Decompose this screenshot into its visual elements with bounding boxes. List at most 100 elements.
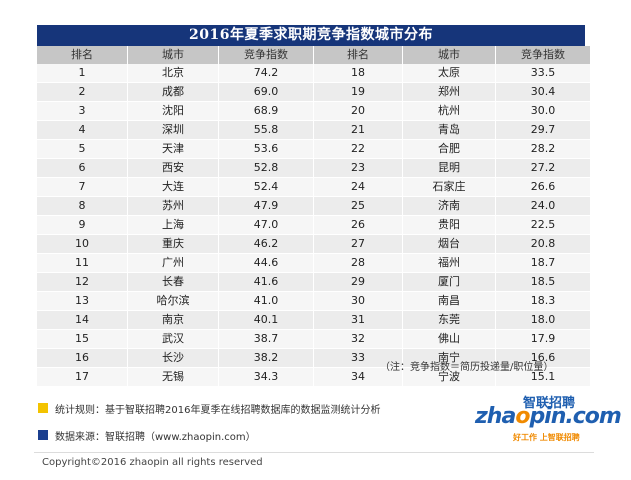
index-cell: 20.8 <box>495 234 590 254</box>
rank-cell: 24 <box>313 177 403 197</box>
city-cell: 大连 <box>127 177 219 197</box>
city-cell: 沈阳 <box>127 101 219 121</box>
city-cell: 无锡 <box>127 367 219 387</box>
blue-square-icon <box>38 430 48 440</box>
source-text: 数据来源：智联招聘（www.zhaopin.com） <box>55 431 256 443</box>
city-cell: 重庆 <box>127 234 219 254</box>
rank-cell: 18 <box>313 64 403 83</box>
table-row: 7 大连 52.4 24 石家庄 26.6 <box>37 177 590 197</box>
table-header-row: 排名 城市 竞争指数 排名 城市 竞争指数 <box>37 46 590 64</box>
table-row: 13 哈尔滨 41.0 30 南昌 18.3 <box>37 291 590 311</box>
table-body: 1 北京 74.2 18 太原 33.5 2 成都 69.0 19 郑州 30.4 3 沈阳 68.9 20 杭… <box>37 64 590 387</box>
rank-cell: 2 <box>37 82 128 102</box>
rank-cell: 21 <box>313 120 403 140</box>
city-cell: 郑州 <box>402 82 496 102</box>
city-cell: 青岛 <box>402 120 496 140</box>
table-title: 2016年夏季求职期竞争指数城市分布 <box>37 25 585 46</box>
index-cell: 47.9 <box>218 196 314 216</box>
index-cell: 15.1 <box>495 367 590 387</box>
table-row: 6 西安 52.8 23 昆明 27.2 <box>37 158 590 178</box>
header-rank-right: 排名 <box>313 46 403 64</box>
city-cell: 济南 <box>402 196 496 216</box>
city-cell: 南京 <box>127 310 219 330</box>
index-cell: 44.6 <box>218 253 314 273</box>
logo-chinese-name: 智联招聘 <box>523 396 576 411</box>
rank-cell: 19 <box>313 82 403 102</box>
index-cell: 47.0 <box>218 215 314 235</box>
logo-wordmark-part-b: pin.com <box>529 404 621 429</box>
rank-cell: 17 <box>37 367 128 387</box>
city-cell: 杭州 <box>402 101 496 121</box>
rank-cell: 1 <box>37 64 128 83</box>
index-cell: 30.4 <box>495 82 590 102</box>
rank-cell: 10 <box>37 234 128 254</box>
index-cell: 55.8 <box>218 120 314 140</box>
city-cell: 石家庄 <box>402 177 496 197</box>
index-cell: 16.6 <box>495 348 590 368</box>
city-cell: 北京 <box>127 64 219 83</box>
city-cell: 宁波 <box>402 367 496 387</box>
index-cell: 24.0 <box>495 196 590 216</box>
table-row: 5 天津 53.6 22 合肥 28.2 <box>37 139 590 159</box>
index-cell: 46.2 <box>218 234 314 254</box>
table-row: 8 苏州 47.9 25 济南 24.0 <box>37 196 590 216</box>
header-city-right: 城市 <box>402 46 496 64</box>
index-cell: 41.0 <box>218 291 314 311</box>
rank-cell: 6 <box>37 158 128 178</box>
rank-cell: 5 <box>37 139 128 159</box>
rank-cell: 34 <box>313 367 403 387</box>
index-cell: 30.0 <box>495 101 590 121</box>
index-cell: 38.7 <box>218 329 314 349</box>
city-cell: 哈尔滨 <box>127 291 219 311</box>
index-cell: 38.2 <box>218 348 314 368</box>
table-row: 3 沈阳 68.9 20 杭州 30.0 <box>37 101 590 121</box>
table-row: 16 长沙 38.2 33 南宁 16.6 <box>37 348 590 368</box>
footer-divider <box>34 452 594 453</box>
index-cell: 53.6 <box>218 139 314 159</box>
formula-note: （注：竞争指数＝简历投递量/职位量） <box>380 362 554 373</box>
table-row: 11 广州 44.6 28 福州 18.7 <box>37 253 590 273</box>
table-row: 17 无锡 34.3 34 宁波 15.1 <box>37 367 590 387</box>
index-cell: 69.0 <box>218 82 314 102</box>
rank-cell: 25 <box>313 196 403 216</box>
table-row: 2 成都 69.0 19 郑州 30.4 <box>37 82 590 102</box>
rank-cell: 22 <box>313 139 403 159</box>
city-cell: 长沙 <box>127 348 219 368</box>
header-index-right: 竞争指数 <box>495 46 590 64</box>
city-cell: 深圳 <box>127 120 219 140</box>
city-cell: 南宁 <box>402 348 496 368</box>
rank-cell: 8 <box>37 196 128 216</box>
city-cell: 武汉 <box>127 329 219 349</box>
logo-slogan: 好工作 上智联招聘 <box>513 433 580 442</box>
table-row: 9 上海 47.0 26 贵阳 22.5 <box>37 215 590 235</box>
index-cell: 17.9 <box>495 329 590 349</box>
index-cell: 18.7 <box>495 253 590 273</box>
table-row: 4 深圳 55.8 21 青岛 29.7 <box>37 120 590 140</box>
rank-cell: 15 <box>37 329 128 349</box>
rank-cell: 23 <box>313 158 403 178</box>
rank-cell: 28 <box>313 253 403 273</box>
city-cell: 烟台 <box>402 234 496 254</box>
index-cell: 27.2 <box>495 158 590 178</box>
zhaopin-logo: 智联招聘 zhaopin.com 好工作 上智联招聘 <box>475 392 622 448</box>
city-cell: 东莞 <box>402 310 496 330</box>
table-row: 12 长春 41.6 29 厦门 18.5 <box>37 272 590 292</box>
index-cell: 28.2 <box>495 139 590 159</box>
index-cell: 40.1 <box>218 310 314 330</box>
city-cell: 广州 <box>127 253 219 273</box>
city-cell: 福州 <box>402 253 496 273</box>
header-city-left: 城市 <box>127 46 219 64</box>
logo-wordmark-part-a: zha <box>475 404 516 429</box>
rank-cell: 27 <box>313 234 403 254</box>
rank-cell: 11 <box>37 253 128 273</box>
rank-cell: 13 <box>37 291 128 311</box>
rank-cell: 30 <box>313 291 403 311</box>
table-row: 15 武汉 38.7 32 佛山 17.9 <box>37 329 590 349</box>
index-cell: 68.9 <box>218 101 314 121</box>
city-cell: 苏州 <box>127 196 219 216</box>
method-text: 统计规则：基于智联招聘2016年夏季在线招聘数据库的数据监测统计分析 <box>55 404 381 416</box>
index-cell: 18.3 <box>495 291 590 311</box>
table-row: 1 北京 74.2 18 太原 33.5 <box>37 64 590 83</box>
header-index-left: 竞争指数 <box>218 46 314 64</box>
rank-cell: 4 <box>37 120 128 140</box>
